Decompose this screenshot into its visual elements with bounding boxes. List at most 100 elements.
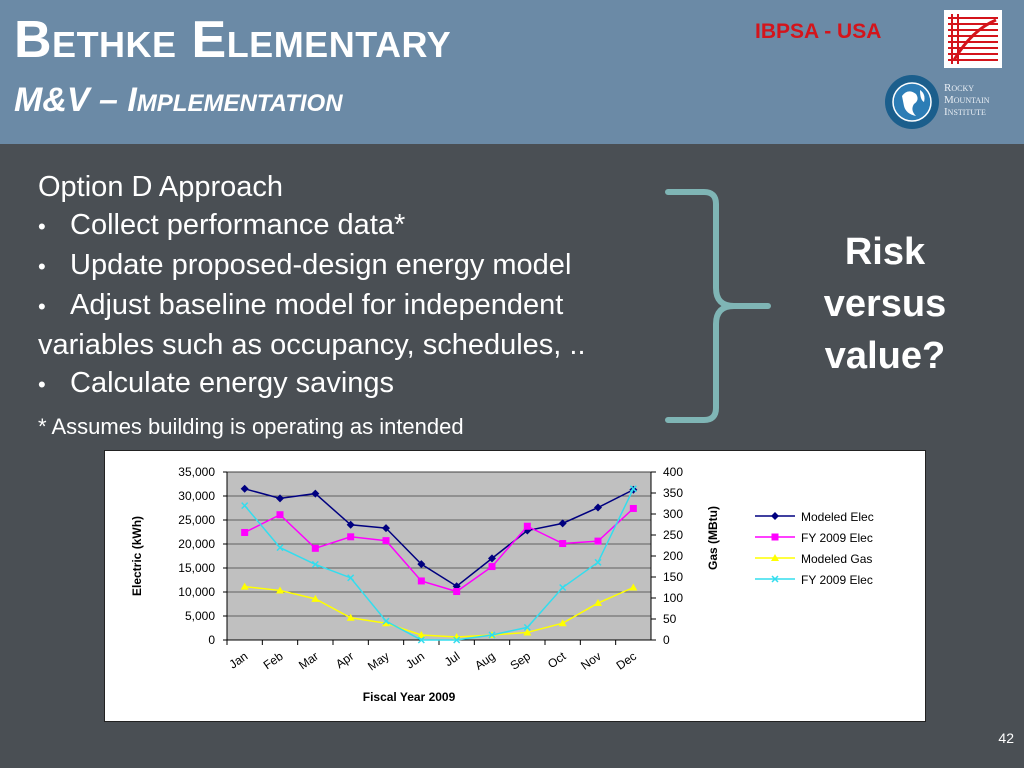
data-point [417,577,425,585]
data-point [311,594,320,602]
legend-marker [771,512,779,520]
data-point [240,484,249,493]
y2-tick-label: 350 [663,486,683,500]
data-point [311,489,320,498]
data-point [241,528,249,536]
data-point [276,511,284,519]
data-point [523,623,531,631]
data-point [594,537,602,545]
series-line-3 [244,488,635,641]
x-tick-label: Nov [578,649,604,673]
data-point [558,619,567,627]
data-point [417,560,426,569]
bullet-icon: • [38,294,46,319]
list-item-continuation: variables such as occupancy, schedules, … [38,329,586,361]
y-tick-label: 25,000 [178,513,215,527]
data-point [594,558,602,566]
data-point [382,617,390,625]
data-point [559,540,567,548]
y-axis-title: Electric (kWh) [130,516,144,596]
y-tick-label: 15,000 [178,561,215,575]
data-point [417,630,426,638]
list-item: • Calculate energy savings [38,364,718,404]
x-tick-label: Jan [226,649,250,672]
data-point [382,537,390,545]
data-point [629,583,638,591]
option-d-list: Option D Approach • Collect performance d… [38,168,718,442]
slide-subtitle: M&V – Implementation [14,81,343,119]
legend-marker [771,533,779,541]
legend-marker [771,554,779,561]
data-point [594,599,602,607]
list-heading: Option D Approach [38,171,284,203]
data-point [558,519,567,528]
bullet-icon: • [38,214,46,239]
y-tick-label: 5,000 [185,609,215,623]
rmi-logo-text: Rocky Mountain Institute [944,82,990,118]
x-tick-label: May [365,649,392,673]
x-tick-label: Jun [403,649,427,672]
data-point [382,524,390,533]
legend-marker [771,575,779,583]
data-point [488,563,496,571]
y2-tick-label: 250 [663,528,683,542]
x-tick-label: Aug [472,649,498,673]
data-point [488,631,496,639]
bullet-icon: • [38,254,46,279]
data-point [523,628,532,636]
risk-callout: Risk versus value? [823,231,947,377]
y-tick-label: 35,000 [178,465,215,479]
data-point [417,636,425,644]
y2-tick-label: 50 [663,612,677,626]
footnote: * Assumes building is operating as inten… [38,414,464,439]
data-point [276,544,284,552]
globe-icon [884,74,940,130]
y2-tick-label: 300 [663,507,683,521]
x-tick-label: Feb [261,649,286,673]
y2-tick-label: 200 [663,549,683,563]
data-point [488,554,496,563]
y2-axis-title: Gas (MBtu) [706,506,720,570]
data-point [559,583,567,592]
data-point [276,494,284,503]
list-item: • Adjust baseline model for independent [38,286,718,326]
data-point [382,619,390,627]
y-tick-label: 30,000 [178,489,215,503]
series-line-0 [244,488,634,588]
x-tick-label: Apr [333,649,356,671]
data-point [629,485,637,493]
series-line-1 [244,507,634,593]
bullet-icon: • [38,372,46,397]
data-point [311,544,319,552]
data-point [453,636,461,644]
chart-svg: 0 5,000 10,000 15,000 20,000 25,000 30,000 35,0… [130,465,874,704]
y-tick-label: 10,000 [178,585,215,599]
y2-tick-label: 150 [663,570,683,584]
x-tick-label: Mar [296,649,321,672]
list-item: • Update proposed-design energy model [38,246,718,286]
legend-label: Modeled Elec [801,510,874,524]
brace-icon [665,189,771,423]
data-point [276,586,284,594]
data-point [346,520,355,529]
series-line-2 [244,585,634,638]
y2-tick-label: 400 [663,465,683,479]
y2-tick-label: 0 [663,633,670,647]
legend-label: Modeled Gas [801,552,872,566]
data-point [346,613,355,621]
slide-title: Bethke Elementary [14,11,452,69]
legend-label: FY 2009 Elec [801,573,873,587]
x-tick-label: Jul [442,649,463,669]
x-tick-label: Oct [545,649,569,672]
energy-chart: 0 5,000 10,000 15,000 20,000 25,000 30,000 35,0… [104,450,926,722]
data-point [311,560,319,568]
data-point [240,582,249,590]
ibpsa-label: IBPSA - USA [755,20,882,43]
data-point [523,522,531,530]
slide-number: 42 [998,730,1014,746]
data-point [347,533,355,541]
x-tick-label: Dec [614,649,640,673]
y-tick-label: 0 [208,633,215,647]
x-tick-label: Sep [508,649,534,673]
x-axis-title: Fiscal Year 2009 [363,690,456,704]
